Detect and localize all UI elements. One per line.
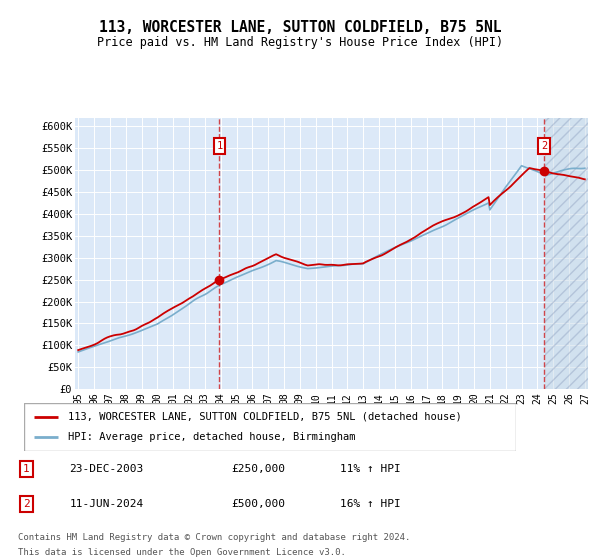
Text: 113, WORCESTER LANE, SUTTON COLDFIELD, B75 5NL (detached house): 113, WORCESTER LANE, SUTTON COLDFIELD, B… bbox=[68, 412, 462, 422]
FancyBboxPatch shape bbox=[24, 403, 516, 451]
Text: £250,000: £250,000 bbox=[231, 464, 285, 474]
Text: 1: 1 bbox=[216, 141, 223, 151]
Text: 11-JUN-2024: 11-JUN-2024 bbox=[70, 499, 144, 509]
Text: 2: 2 bbox=[541, 141, 547, 151]
Text: 16% ↑ HPI: 16% ↑ HPI bbox=[340, 499, 401, 509]
Text: Price paid vs. HM Land Registry's House Price Index (HPI): Price paid vs. HM Land Registry's House … bbox=[97, 36, 503, 49]
Text: 11% ↑ HPI: 11% ↑ HPI bbox=[340, 464, 401, 474]
Text: Contains HM Land Registry data © Crown copyright and database right 2024.: Contains HM Land Registry data © Crown c… bbox=[18, 533, 410, 542]
Text: This data is licensed under the Open Government Licence v3.0.: This data is licensed under the Open Gov… bbox=[18, 548, 346, 557]
Bar bbox=[545, 118, 593, 389]
Text: 23-DEC-2003: 23-DEC-2003 bbox=[70, 464, 144, 474]
Text: 113, WORCESTER LANE, SUTTON COLDFIELD, B75 5NL: 113, WORCESTER LANE, SUTTON COLDFIELD, B… bbox=[99, 20, 501, 35]
Bar bbox=[545, 118, 593, 389]
Text: 2: 2 bbox=[23, 499, 30, 509]
Text: HPI: Average price, detached house, Birmingham: HPI: Average price, detached house, Birm… bbox=[68, 432, 356, 442]
Text: £500,000: £500,000 bbox=[231, 499, 285, 509]
Text: 1: 1 bbox=[23, 464, 30, 474]
